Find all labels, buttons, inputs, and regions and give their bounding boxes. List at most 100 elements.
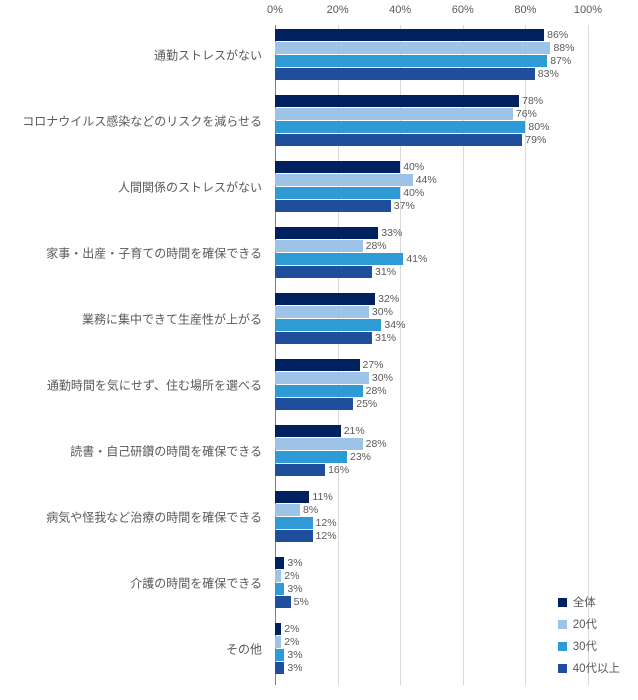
bar-value-label: 21% <box>344 425 365 437</box>
bar-value-label: 2% <box>284 636 299 648</box>
bar <box>275 200 391 212</box>
legend: 全体20代30代40代以上 <box>558 588 620 682</box>
x-tick-label: 60% <box>452 4 474 16</box>
bar-value-label: 37% <box>394 200 415 212</box>
bar <box>275 29 544 41</box>
bar <box>275 464 325 476</box>
bar-value-label: 79% <box>525 134 546 146</box>
bar <box>275 636 281 648</box>
bar-value-label: 3% <box>287 557 302 569</box>
bar-value-label: 11% <box>312 491 332 503</box>
category-label: 通勤ストレスがない <box>3 46 268 63</box>
bar-value-label: 78% <box>522 95 543 107</box>
bar <box>275 68 535 80</box>
bar-value-label: 31% <box>375 266 396 278</box>
bar-value-label: 3% <box>287 583 302 595</box>
bar-value-label: 16% <box>328 464 349 476</box>
bar <box>275 623 281 635</box>
bar <box>275 174 413 186</box>
bar-value-label: 40% <box>403 187 424 199</box>
bar <box>275 332 372 344</box>
bar <box>275 385 363 397</box>
bar-value-label: 2% <box>284 570 299 582</box>
bar <box>275 121 525 133</box>
bar <box>275 187 400 199</box>
bar <box>275 55 547 67</box>
bar <box>275 95 519 107</box>
bar-value-label: 41% <box>406 253 427 265</box>
bar <box>275 227 378 239</box>
gridline <box>525 25 526 685</box>
bar <box>275 530 313 542</box>
bar <box>275 662 284 674</box>
plot-area: 86%88%87%83%78%76%80%79%40%44%40%37%33%2… <box>275 25 588 685</box>
legend-label: 30代 <box>573 638 597 654</box>
bar-value-label: 8% <box>303 504 318 516</box>
category-label: 業務に集中できて生産性が上がる <box>3 310 268 327</box>
bar <box>275 438 363 450</box>
bar <box>275 161 400 173</box>
bar-value-label: 12% <box>316 530 337 542</box>
bar <box>275 570 281 582</box>
category-label: その他 <box>3 640 268 657</box>
bar-value-label: 88% <box>553 42 574 54</box>
bar <box>275 134 522 146</box>
legend-item: 全体 <box>558 594 620 610</box>
bar-value-label: 30% <box>372 372 393 384</box>
bar <box>275 504 300 516</box>
bar-value-label: 25% <box>356 398 377 410</box>
category-label: コロナウイルス感染などのリスクを減らせる <box>3 112 268 129</box>
bar <box>275 596 291 608</box>
legend-swatch <box>558 620 567 629</box>
x-tick-label: 100% <box>574 4 602 16</box>
legend-swatch <box>558 642 567 651</box>
bar-value-label: 86% <box>547 29 568 41</box>
bar-value-label: 28% <box>366 385 387 397</box>
legend-label: 40代以上 <box>573 660 620 676</box>
x-tick-label: 80% <box>514 4 536 16</box>
x-tick-label: 40% <box>389 4 411 16</box>
bar <box>275 306 369 318</box>
bar-value-label: 27% <box>363 359 384 371</box>
category-label: 家事・出産・子育ての時間を確保できる <box>3 244 268 261</box>
bar <box>275 42 550 54</box>
bar <box>275 583 284 595</box>
bar-value-label: 76% <box>516 108 537 120</box>
bar <box>275 649 284 661</box>
bar-value-label: 12% <box>316 517 337 529</box>
legend-label: 全体 <box>573 594 596 610</box>
bar-chart: 0%20%40%60%80%100% 86%88%87%83%78%76%80%… <box>0 0 638 700</box>
bar-value-label: 44% <box>416 174 437 186</box>
bar-value-label: 2% <box>284 623 299 635</box>
bar-value-label: 80% <box>528 121 549 133</box>
bar-value-label: 87% <box>550 55 571 67</box>
legend-swatch <box>558 664 567 673</box>
bar <box>275 293 375 305</box>
bar-value-label: 32% <box>378 293 399 305</box>
bar <box>275 398 353 410</box>
bar <box>275 491 309 503</box>
x-tick-label: 20% <box>327 4 349 16</box>
category-label: 通勤時間を気にせず、住む場所を選べる <box>3 376 268 393</box>
bar <box>275 359 360 371</box>
bar-value-label: 34% <box>384 319 405 331</box>
bar-value-label: 31% <box>375 332 396 344</box>
bar <box>275 557 284 569</box>
bar <box>275 372 369 384</box>
category-label: 病気や怪我など治療の時間を確保できる <box>3 508 268 525</box>
legend-item: 40代以上 <box>558 660 620 676</box>
gridline <box>588 25 589 685</box>
bar <box>275 266 372 278</box>
bar-value-label: 40% <box>403 161 424 173</box>
bar <box>275 425 341 437</box>
bar <box>275 108 513 120</box>
x-tick-label: 0% <box>267 4 283 16</box>
bar-value-label: 3% <box>287 662 302 674</box>
x-axis: 0%20%40%60%80%100% <box>275 0 588 25</box>
bar-value-label: 30% <box>372 306 393 318</box>
bar-value-label: 28% <box>366 240 387 252</box>
category-label: 人間関係のストレスがない <box>3 178 268 195</box>
bar <box>275 451 347 463</box>
bar-value-label: 33% <box>381 227 402 239</box>
category-label: 介護の時間を確保できる <box>3 574 268 591</box>
